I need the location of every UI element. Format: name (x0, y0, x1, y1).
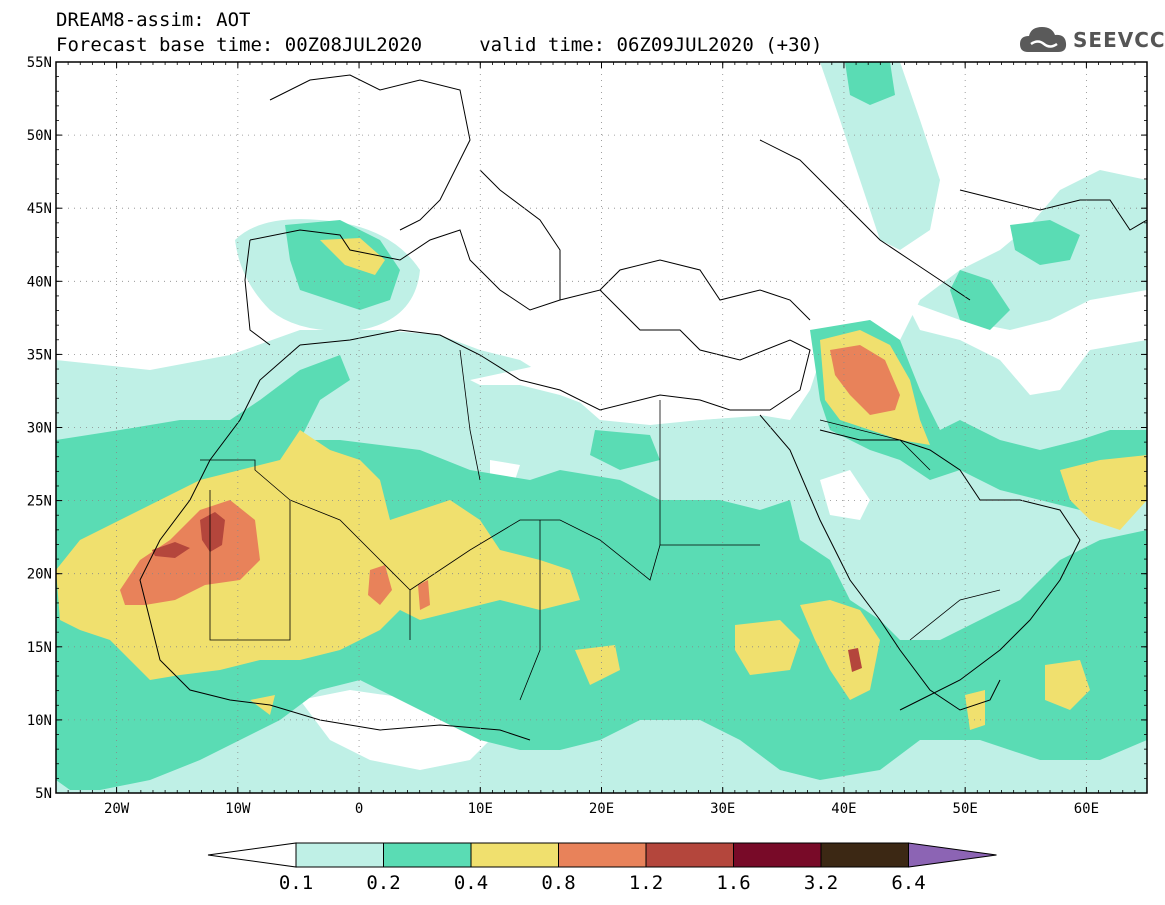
lat-label: 25N (27, 494, 52, 510)
lon-label: 20W (104, 801, 130, 817)
lon-label: 10W (225, 801, 251, 817)
axis-ticks (55, 61, 1148, 794)
forecast-times: Forecast base time: 00Z08JUL2020 valid t… (56, 34, 823, 56)
lon-label: 0 (355, 801, 363, 817)
aot-0.8-1.2-layer (120, 345, 900, 610)
colorbar-box (645, 842, 734, 868)
lat-label: 20N (27, 567, 52, 583)
lat-label: 55N (27, 55, 52, 71)
logo-text: SEEVCCC (1073, 28, 1165, 52)
colorbar-label: 3.2 (804, 872, 838, 894)
lon-label: 30E (710, 801, 735, 817)
lat-label: 40N (27, 274, 52, 290)
lon-label: 10E (468, 801, 493, 817)
lat-label: 15N (27, 640, 52, 656)
colorbar-labels: 0.1 0.2 0.4 0.8 1.2 1.6 3.2 6.4 (279, 872, 926, 894)
cloud-icon (1020, 27, 1067, 52)
colorbar-label: 0.8 (541, 872, 575, 894)
lat-label: 5N (35, 786, 52, 802)
longitude-labels: 20W 10W 0 10E 20E 30E 40E 50E 60E (104, 801, 1099, 817)
lat-label: 50N (27, 128, 52, 144)
lat-label: 35N (27, 347, 52, 363)
country-borders (200, 349, 1001, 701)
colorbar-box (383, 842, 472, 868)
lat-label: 45N (27, 201, 52, 217)
lon-label: 50E (953, 801, 978, 817)
colorbar-label: 1.6 (716, 872, 750, 894)
colorbar-box (295, 842, 384, 868)
colorbar-box (733, 842, 822, 868)
colorbar-label: 6.4 (891, 872, 925, 894)
map-title: DREAM8-assim: AOT (56, 9, 251, 31)
colorbar-label: 0.2 (366, 872, 400, 894)
aot-below-0.1-areas (300, 290, 1147, 770)
lon-label: 60E (1074, 801, 1099, 817)
coastlines (139, 74, 1147, 741)
seevccc-logo: SEEVCCC (1018, 22, 1165, 58)
lon-label: 20E (589, 801, 614, 817)
colorbar-label: 0.4 (454, 872, 488, 894)
lon-label: 40E (831, 801, 856, 817)
aot-field (56, 62, 1147, 793)
colorbar-box (470, 842, 559, 868)
colorbar-high-arrow (908, 842, 997, 868)
aot-1.2-1.6-layer (152, 512, 862, 672)
colorbar (207, 842, 997, 868)
lat-label: 30N (27, 421, 52, 437)
colorbar-label: 0.1 (279, 872, 313, 894)
colorbar-box (558, 842, 647, 868)
colorbar-low-arrow (207, 842, 297, 868)
latitude-labels: 55N 50N 45N 40N 35N 30N 25N 20N 15N 10N 5N (27, 55, 52, 802)
lat-label: 10N (27, 713, 52, 729)
colorbar-box (820, 842, 909, 868)
colorbar-label: 1.2 (629, 872, 663, 894)
